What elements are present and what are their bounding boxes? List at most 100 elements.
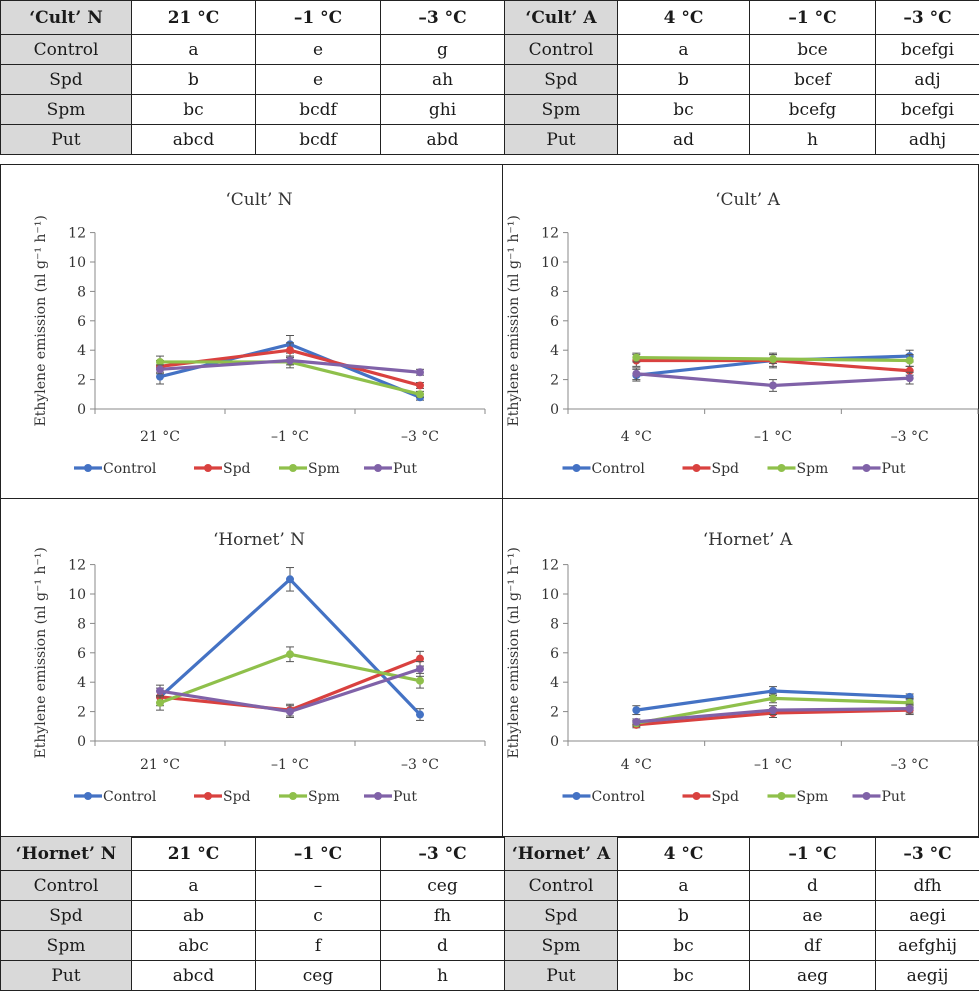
y-tick-label: 10 [541,587,559,603]
letter-cell: g [381,35,505,65]
data-point-spd [416,381,424,389]
data-point-put [769,381,777,389]
y-tick-label: 8 [77,616,86,632]
treatment-label-cell: Spm [1,95,132,125]
letter-cell: adj [876,65,979,95]
y-tick-label: 0 [550,402,559,418]
letter-cell: c [256,901,381,931]
table-header-cell: ‘Cult’ N [1,1,132,35]
letter-cell: aegij [876,961,979,991]
table-header-cell: ‘Cult’ A [505,1,618,35]
letter-cell: a [618,35,750,65]
table-header-cell: –1 °C [256,1,381,35]
legend-swatch-marker [863,464,871,472]
table-header-cell: 4 °C [618,837,750,871]
data-point-put [906,374,914,382]
data-point-put [632,370,640,378]
letter-cell: bcef [750,65,876,95]
legend-label: Put [882,461,906,477]
legend-swatch-marker [289,464,297,472]
letter-cell: bc [618,931,750,961]
y-tick-label: 8 [550,284,559,300]
x-tick-label: –1 °C [754,757,792,773]
legend-label: Spm [308,461,340,477]
treatment-label-cell: Control [505,871,618,901]
legend-swatch-marker [84,464,92,472]
legend-label: Spm [797,461,829,477]
x-tick-label: –3 °C [891,429,929,445]
letter-cell: bc [132,95,256,125]
table-header-cell: –1 °C [750,837,876,871]
series-line-spd [160,659,420,710]
data-point-put [416,368,424,376]
legend-label: Spd [223,461,251,477]
letter-cell: bc [618,961,750,991]
chart-title: ‘Hornet’ A [703,530,793,550]
treatment-label-cell: Spm [505,931,618,961]
legend-label: Control [103,461,157,477]
table-header-cell: 21 °C [132,837,256,871]
legend-swatch-marker [289,792,297,800]
letter-cell: bc [618,95,750,125]
treatment-label-cell: Spd [1,901,132,931]
letter-cell: e [256,35,381,65]
legend-label: Spd [712,461,740,477]
x-tick-label: –3 °C [891,757,929,773]
table-header-cell: –1 °C [750,1,876,35]
letter-cell: aefghij [876,931,979,961]
letter-cell: dfh [876,871,979,901]
y-axis-label: Ethylene emission (nl g⁻¹ h⁻¹) [506,215,522,426]
letter-cell: f [256,931,381,961]
chart-title: ‘Cult’ A [715,190,780,210]
table-header-cell: –3 °C [381,837,505,871]
letter-cell: abc [132,931,256,961]
y-tick-label: 6 [77,314,86,330]
treatment-label-cell: Control [505,35,618,65]
y-tick-label: 2 [550,373,559,389]
y-axis-label: Ethylene emission (nl g⁻¹ h⁻¹) [506,547,522,758]
letter-cell: aegi [876,901,979,931]
legend-swatch-marker [374,464,382,472]
letter-cell: ceg [256,961,381,991]
y-tick-label: 0 [550,734,559,750]
table-header-cell: 4 °C [618,1,750,35]
letter-cell: bcefg [750,95,876,125]
letter-cell: h [381,961,505,991]
table-header-cell: ‘Hornet’ A [505,837,618,871]
y-axis-label: Ethylene emission (nl g⁻¹ h⁻¹) [33,215,49,426]
letter-cell: bcefgi [876,95,979,125]
y-tick-label: 4 [550,675,559,691]
data-point-spm [769,694,777,702]
x-tick-label: –1 °C [754,429,792,445]
letter-cell: ceg [381,871,505,901]
data-point-spm [416,677,424,685]
y-tick-label: 4 [550,343,559,359]
y-tick-label: 0 [77,734,86,750]
data-point-spm [769,355,777,363]
treatment-label-cell: Put [505,961,618,991]
legend-swatch-marker [573,464,581,472]
letter-cell: fh [381,901,505,931]
legend-label: Control [103,789,157,805]
table-header-cell: –3 °C [876,1,979,35]
x-tick-label: 4 °C [621,757,652,773]
x-tick-label: 21 °C [140,757,180,773]
legend-swatch-marker [374,792,382,800]
legend-label: Put [882,789,906,805]
y-tick-label: 8 [550,616,559,632]
legend-swatch-marker [778,792,786,800]
treatment-label-cell: Spd [1,65,132,95]
table-header-cell: 21 °C [132,1,256,35]
y-tick-label: 10 [68,255,86,271]
x-tick-label: –3 °C [401,429,439,445]
